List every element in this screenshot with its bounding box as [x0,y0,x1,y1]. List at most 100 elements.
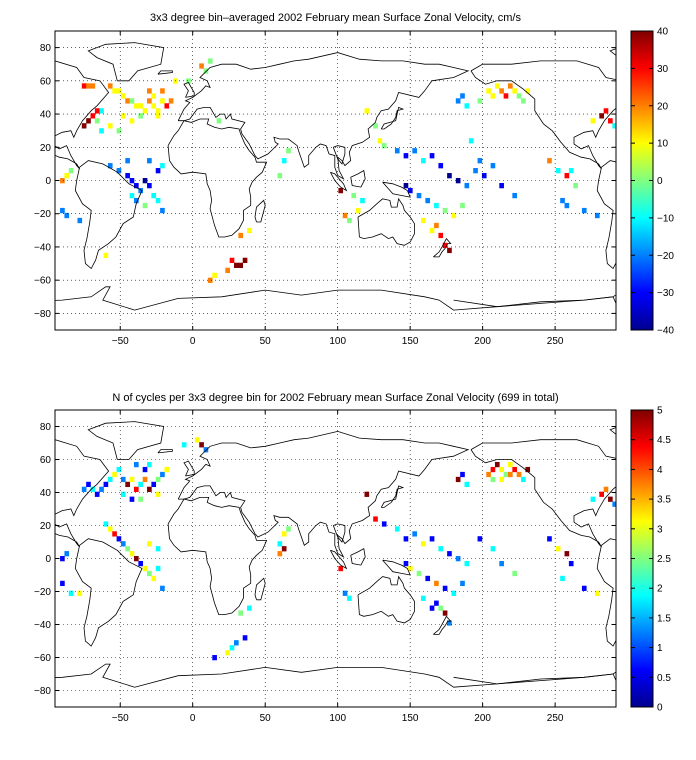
colorbar-tick-label: 4.5 [657,435,671,446]
data-bin [64,551,70,557]
colorbar-tick-label: 30 [657,64,669,75]
data-bin [107,526,113,532]
data-bin [490,93,496,99]
data-bin [281,158,287,164]
colorbar-tick-label: 0.5 [657,673,671,684]
x-tick-label: 50 [260,713,272,724]
y-tick-label: −80 [34,686,51,697]
data-bin [160,98,165,104]
data-bin [94,108,100,114]
data-bin [142,202,148,209]
data-bin [68,590,74,596]
data-bin [125,158,130,164]
coastline [87,42,165,82]
data-bin [134,103,139,109]
data-bin [151,575,157,582]
data-bin [486,88,491,94]
data-bin [429,227,435,234]
map-layer [55,31,616,330]
data-bin [521,98,526,104]
colorbar-tick-label: 2.5 [657,554,671,565]
cycles-map-panel: −50 0 50 100 150 200 250−80−60−40−200204060805… [34,406,671,725]
coastline [55,286,616,311]
data-bin [508,471,513,478]
data-bin [455,178,461,184]
data-bin [412,148,417,154]
data-bin [90,113,96,119]
data-bin [407,565,413,572]
colorbar-tick-label: 3 [657,524,663,535]
data-bin [438,605,444,611]
data-bin [138,113,144,119]
data-bin [134,486,139,492]
data-bin [86,118,91,124]
colorbar-tick-label: −10 [657,213,674,224]
data-bin [421,158,426,164]
data-bin [512,192,518,199]
data-bin [416,570,422,577]
map-layer [55,410,616,707]
data-bin [525,88,531,94]
data-bin [90,486,96,492]
x-tick-label: 250 [547,336,564,347]
data-bin [403,560,409,567]
data-bin [564,202,570,209]
coastline [453,671,616,685]
data-bin [360,197,365,204]
data-bin [421,217,426,224]
y-tick-label: 40 [40,488,52,499]
data-bin [129,551,135,557]
data-bin [155,197,161,204]
data-bin [603,108,609,114]
data-bin [608,496,613,502]
colorbar-tick-label: 3.5 [657,495,671,506]
data-bin [494,83,500,89]
coastline [87,421,165,460]
data-bin [155,476,161,483]
data-bin [238,610,244,616]
data-bin [381,143,387,149]
data-bin [460,580,465,587]
coastline [382,181,411,198]
data-bin [212,655,217,661]
colorbar-tick-label: 20 [657,101,669,112]
coastline [183,82,195,98]
data-bin [521,476,526,483]
x-tick-label: −50 [112,713,129,724]
coastline [55,60,110,170]
data-bin [412,531,417,537]
data-bin [421,595,426,601]
coastline [167,497,268,615]
x-tick-label: 150 [402,336,419,347]
data-bin [512,570,518,577]
data-bin [147,486,152,492]
data-bin [499,476,504,483]
colorbar-tick-label: 4 [657,465,663,476]
data-bin [281,546,287,552]
data-bin [277,541,283,547]
data-bin [155,491,161,497]
data-bin [225,267,230,273]
data-bin [68,168,74,174]
data-bin [155,546,161,552]
data-bin [564,551,570,557]
data-bin [564,173,570,179]
data-bin [120,541,126,547]
data-bin [107,476,113,483]
data-bin [434,580,439,587]
coastline [596,160,616,270]
coastline [254,577,266,601]
data-bin [138,103,144,109]
coastline [380,106,405,130]
data-bin [116,536,122,542]
data-bin [451,212,457,219]
data-bin [434,202,439,209]
data-bin [60,207,65,214]
data-bin [60,178,65,184]
data-bin [455,476,461,483]
data-bin [203,447,209,453]
data-bin [247,227,252,234]
data-bin [155,108,161,114]
data-bin [473,168,478,174]
data-bin [134,461,139,468]
